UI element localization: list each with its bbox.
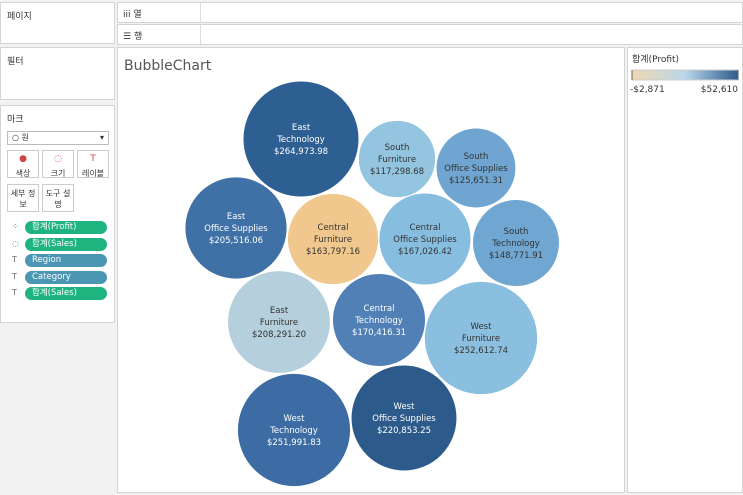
legend-range-label: -$2,871 [630, 85, 665, 95]
bubble-label: $252,612.74 [454, 346, 508, 356]
bubble [242, 80, 360, 198]
legend-bar [631, 69, 739, 81]
rows-shelf[interactable]: ☰ 행 [117, 24, 743, 45]
bubble-label: South [385, 143, 410, 153]
bubble-label: Furniture [314, 235, 352, 245]
bubble-label: Technology [354, 316, 403, 326]
bubble [236, 372, 352, 488]
field-pill[interactable]: Region [25, 254, 107, 267]
bubble-label: Central [410, 223, 441, 233]
bubble-label: $167,026.42 [398, 247, 452, 257]
mark-type-dropdown[interactable]: ○ 원 ▾ [7, 131, 109, 145]
mark-button[interactable]: 도구 설명 [42, 184, 74, 212]
bubble [331, 272, 427, 368]
bubble-label: Office Supplies [204, 224, 268, 234]
field-pill[interactable]: Category [25, 270, 107, 284]
legend-panel: 합계(Profit) -$2,871 $52,610 [627, 47, 743, 493]
mark-button[interactable]: ◌ 크기 [42, 150, 74, 178]
field-pill[interactable]: 합계(Sales) [25, 237, 107, 251]
legend-range-label: $52,610 [701, 85, 738, 95]
button-icon: T [90, 154, 96, 164]
bubble-label: $220,853.25 [377, 426, 431, 436]
bubble-label: West [284, 414, 306, 424]
bubble-chart: BubbleChart East Technology $264,973.98 Sou… [124, 58, 560, 488]
bubble-label: $208,291.20 [252, 330, 306, 340]
bubble-label: $125,651.31 [449, 176, 503, 186]
rows-label: 행 [133, 32, 143, 42]
pill-icon: T [12, 288, 17, 297]
mark-type: 원 [21, 133, 29, 142]
pill-icon: T [12, 255, 17, 264]
bubble-label: Furniture [462, 334, 500, 344]
pill-icon: T [12, 271, 17, 281]
button-label: 크기 [50, 169, 66, 178]
bubble-label: Technology [276, 135, 325, 145]
color-legend: 합계(Profit) -$2,871 $52,610 [630, 53, 739, 95]
bubble-label: $170,416.31 [352, 328, 406, 338]
bubble-label: South [464, 152, 489, 162]
mark-button[interactable]: 세부 정보 [7, 184, 39, 212]
bubble-label: $163,797.16 [306, 247, 360, 257]
chart-area: BubbleChart East Technology $264,973.98 Sou… [117, 47, 625, 493]
bubble-label: $264,973.98 [274, 147, 328, 157]
bubble-label: West [471, 322, 493, 332]
button-label: 세부 정보 [10, 189, 36, 209]
bubble-label: Furniture [260, 318, 298, 328]
bubble-label: South [504, 227, 529, 237]
bubble-label: Furniture [378, 155, 416, 165]
columns-label: 열 [133, 10, 142, 20]
bubble-label: Technology [269, 426, 318, 436]
bubble-label: East [270, 306, 289, 316]
bubble-label: $117,298.68 [370, 167, 424, 177]
bubble [350, 364, 458, 472]
marks-title: 마크 [7, 115, 24, 125]
bubble-label: East [292, 123, 311, 133]
bubble [227, 270, 331, 374]
bubble-label: Technology [491, 239, 540, 249]
bubble-label: $205,516.06 [209, 236, 263, 246]
bubble-label: Central [318, 223, 349, 233]
pages-title: 페이지 [7, 12, 32, 22]
field-pill[interactable]: 합계(Profit) [25, 221, 107, 234]
legend-title: 합계(Profit) [632, 53, 679, 65]
button-icon: ● [19, 154, 27, 164]
mark-button[interactable]: T 레이블 [77, 150, 109, 178]
pill-icon: ⁘ [12, 222, 19, 231]
bubble [423, 280, 539, 396]
bubble [184, 176, 288, 280]
filters-title: 필터 [7, 57, 24, 67]
button-icon: ◌ [54, 154, 62, 164]
bubble-label: Office Supplies [372, 414, 436, 424]
bubble [472, 199, 560, 287]
pages-card: 페이지 [0, 2, 115, 44]
mark-button[interactable]: ● 색상 [7, 150, 39, 178]
filters-card: 필터 [0, 47, 115, 100]
pill-icon: ◌ [12, 238, 19, 248]
bubble [435, 127, 517, 209]
field-pill[interactable]: 합계(Sales) [25, 287, 107, 300]
bubble [357, 119, 437, 199]
bubble-label: East [227, 212, 246, 222]
button-label: 레이블 [81, 169, 105, 178]
chart-title: BubbleChart [124, 58, 212, 74]
columns-shelf[interactable]: iii 열 [117, 2, 743, 23]
bubble-label: Office Supplies [393, 235, 457, 245]
bubble [378, 192, 472, 286]
bubble-label: $148,771.91 [489, 251, 543, 261]
button-label: 색상 [15, 169, 31, 178]
button-label: 도구 설명 [45, 189, 71, 209]
bubble-label: $251,991.83 [267, 438, 321, 448]
bubble-label: Office Supplies [444, 164, 508, 174]
bubble-label: West [394, 402, 416, 412]
bubble-label: Central [364, 304, 395, 314]
